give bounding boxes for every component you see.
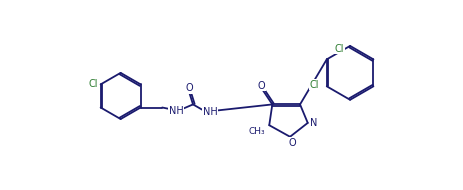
- Text: NH: NH: [203, 107, 217, 117]
- Text: Cl: Cl: [310, 80, 319, 90]
- Text: O: O: [185, 83, 193, 93]
- Text: Cl: Cl: [335, 44, 344, 54]
- Text: O: O: [258, 81, 265, 91]
- Text: Cl: Cl: [88, 79, 98, 89]
- Text: NH: NH: [169, 106, 183, 116]
- Text: N: N: [310, 118, 318, 128]
- Text: O: O: [288, 138, 296, 148]
- Text: CH₃: CH₃: [249, 127, 265, 136]
